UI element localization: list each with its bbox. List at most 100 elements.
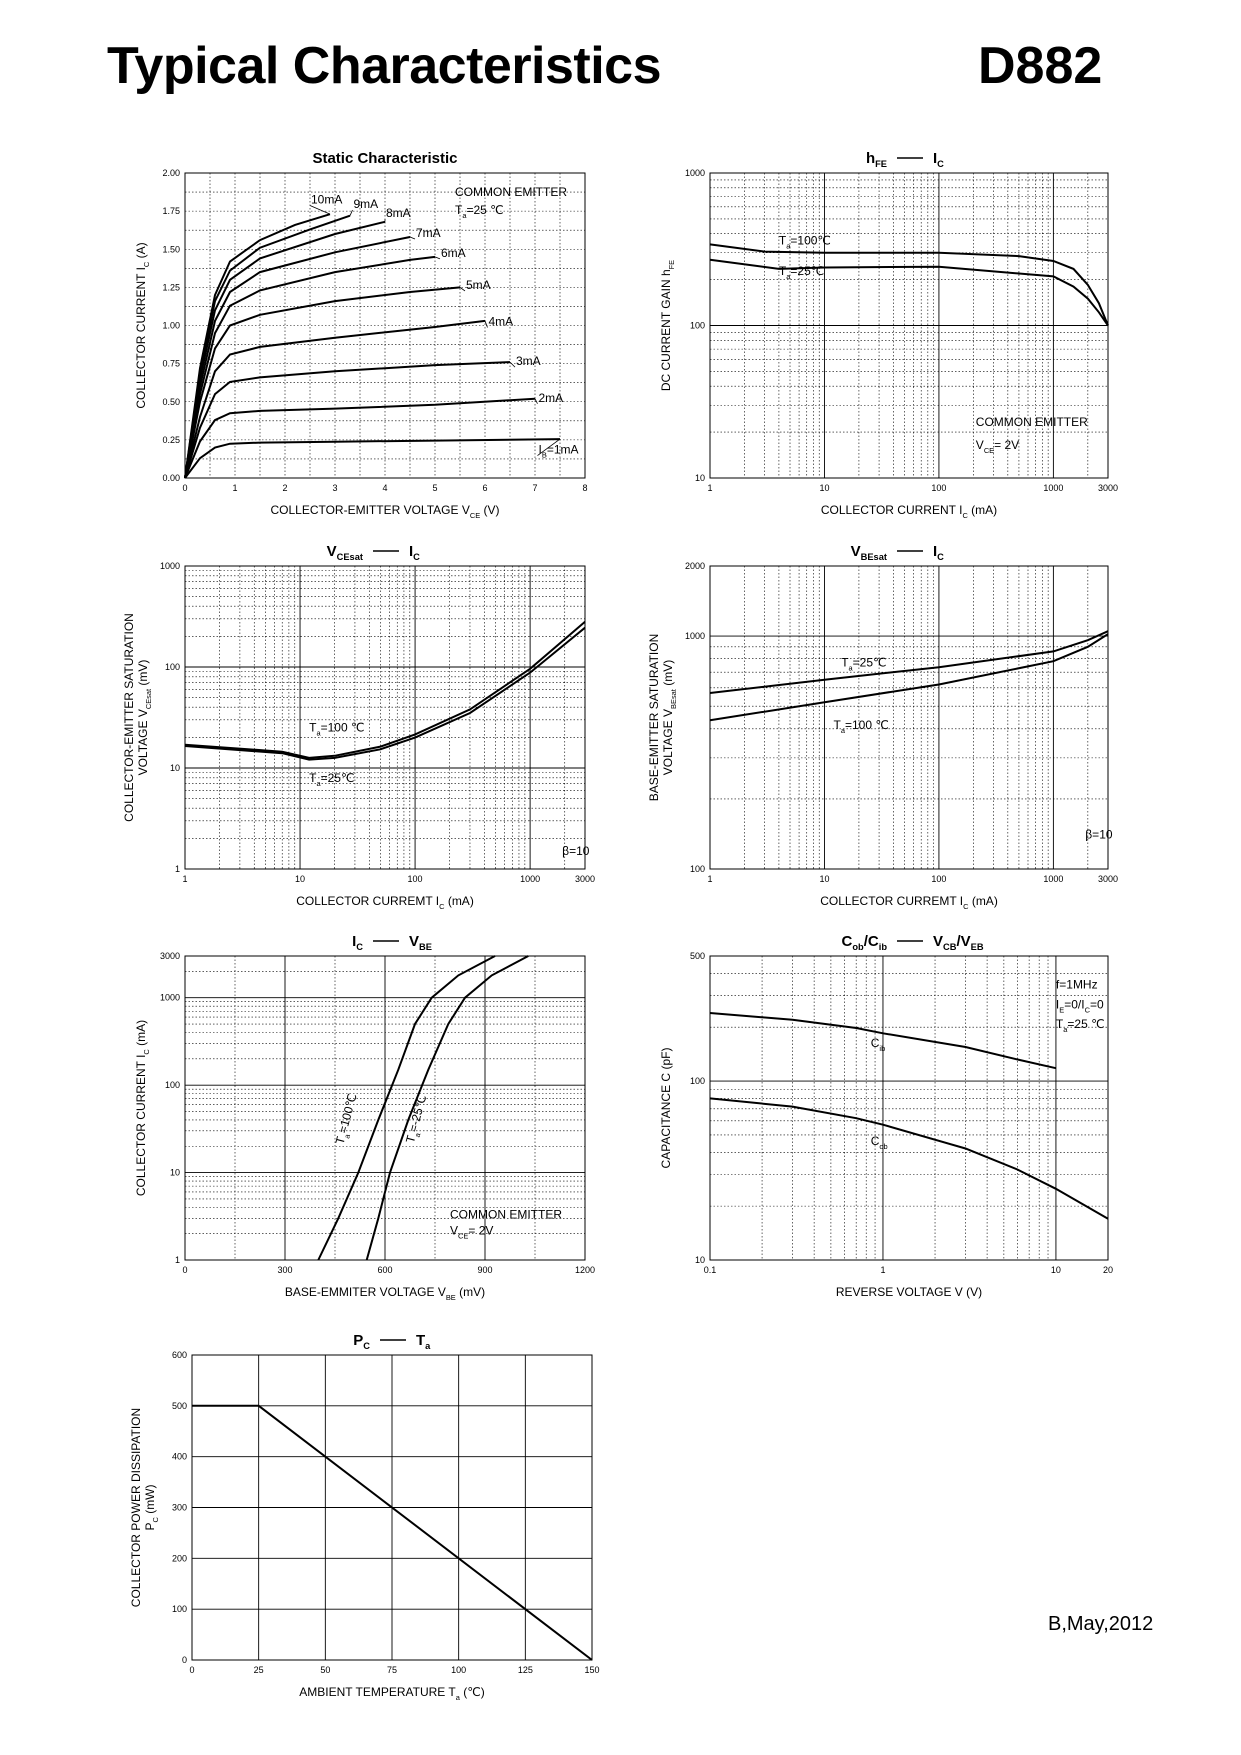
cap-y-axis-label: CAPACITANCE C (pF): [659, 1048, 673, 1169]
pc-x-tick-label: 100: [451, 1665, 466, 1675]
vcesat-x-tick-label: 10: [295, 874, 305, 884]
vbesat-title-rhs: IC​: [933, 543, 944, 562]
cap-x-axis-label: REVERSE VOLTAGE V (V): [836, 1285, 982, 1299]
hfe-annotation-2: Ta​=100℃: [779, 233, 831, 250]
icvbe-x-tick-label: 1200: [575, 1265, 595, 1275]
hfe-y-axis-label: DC CURRENT GAIN hFE​: [659, 260, 676, 391]
icvbe-y-tick-label: 1000: [160, 993, 180, 1003]
chart-icvbe: 0 300 600 900 1200 1 10 100 1000 3000 IC​ VBE​ BASE-…: [134, 933, 595, 1302]
icvbe-y-axis-label: COLLECTOR CURRENT IC​ (mA): [134, 1020, 151, 1196]
vcesat-series-line-0: [184, 621, 586, 759]
static-annotation-0: COMMON EMITTER: [455, 185, 567, 199]
static-series-label-4: 5mA: [466, 278, 491, 292]
part-number: D882: [978, 37, 1103, 95]
static-y-tick-label: 1.75: [162, 206, 180, 216]
hfe-x-tick-label: 3000: [1098, 483, 1118, 493]
static-series-leader-6: [409, 236, 416, 240]
static-title: Static Characteristic: [312, 150, 457, 167]
hfe-x-tick-label: 1: [707, 483, 712, 493]
vcesat-x-axis-label: COLLECTOR CURREMT IC​ (mA): [296, 894, 474, 911]
hfe-title-rhs: IC​: [933, 150, 944, 169]
vbesat-x-axis-label: COLLECTOR CURREMT IC​ (mA): [820, 894, 998, 911]
static-series-line-0: [184, 438, 561, 479]
cap-x-tick-label: 0.1: [704, 1265, 717, 1275]
vbesat-annotation-2: Ta​=100 ℃: [834, 718, 889, 735]
pc-plot-frame: [191, 1354, 593, 1661]
icvbe-x-tick-label: 300: [277, 1265, 292, 1275]
pc-title-lhs: PC​: [353, 1332, 370, 1351]
static-y-axis-label: COLLECTOR CURRENT IC​ (A): [134, 242, 151, 408]
vbesat-annotation-0: β=10: [1085, 828, 1113, 842]
cap-grid: [710, 956, 1108, 1260]
icvbe-annotation-0: COMMON EMITTER: [450, 1207, 562, 1221]
vbesat-y-axis-label: BASE-EMITTER SATURATION: [647, 634, 661, 802]
static-x-tick-label: 8: [582, 483, 587, 493]
pc-x-tick-label: 25: [254, 1665, 264, 1675]
revision-date: B,May,2012: [1048, 1613, 1154, 1635]
static-y-tick-label: 0.25: [162, 435, 180, 445]
static-series-label-3: 4mA: [489, 315, 514, 329]
pc-y-tick-label: 600: [172, 1350, 187, 1360]
hfe-annotation-3: Ta​=25℃: [779, 264, 824, 281]
static-x-tick-label: 3: [332, 483, 337, 493]
static-y-tick-label: 0.75: [162, 359, 180, 369]
static-series-label-7: 8mA: [386, 206, 411, 220]
static-x-tick-label: 2: [282, 483, 287, 493]
cap-annotation-4: Cob​: [871, 1134, 888, 1151]
chart-vbesat: 1 10 100 1000 3000 100 1000 2000 VBEsat​ IC​ COLLE…: [647, 543, 1118, 911]
hfe-x-tick-label: 10: [819, 483, 829, 493]
static-y-tick-label: 1.00: [162, 321, 180, 331]
hfe-y-tick-label: 10: [695, 473, 705, 483]
static-series-line-3: [184, 319, 486, 479]
icvbe-x-tick-label: 0: [182, 1265, 187, 1275]
pc-x-tick-label: 150: [584, 1665, 599, 1675]
pc-y-tick-label: 400: [172, 1452, 187, 1462]
vcesat-plot-frame: [184, 565, 586, 870]
vcesat-annotation-0: β=10: [562, 844, 590, 858]
icvbe-y-tick-label: 1: [175, 1255, 180, 1265]
hfe-grid: [710, 173, 1108, 478]
pc-series-line-0: [192, 1404, 593, 1661]
pc-y-axis-label: COLLECTOR POWER DISSIPATION: [129, 1408, 143, 1607]
hfe-annotation-0: COMMON EMITTER: [976, 415, 1088, 429]
icvbe-annotation-1: VCE​= 2V: [450, 1224, 493, 1241]
static-series-label-5: 6mA: [441, 246, 466, 260]
static-series-leader-4: [459, 287, 466, 292]
hfe-x-axis-label: COLLECTOR CURRENT IC​ (mA): [821, 503, 997, 520]
vcesat-y-tick-label: 1000: [160, 561, 180, 571]
cap-y-tick-label: 500: [690, 951, 705, 961]
vcesat-x-tick-label: 3000: [575, 874, 595, 884]
vcesat-series-line-1: [184, 626, 586, 761]
vcesat-y-tick-label: 100: [165, 662, 180, 672]
chart-cap: 0.1 1 10 20 10 100 500 Cob​/Cib​ VCB​/VEB​ REVERS…: [659, 933, 1113, 1299]
icvbe-y-tick-label: 100: [165, 1080, 180, 1090]
cap-x-tick-label: 1: [880, 1265, 885, 1275]
static-series-label-1: 2mA: [539, 391, 564, 405]
static-y-tick-label: 0.50: [162, 397, 180, 407]
vbesat-y-axis-label-2: VOLTAGE VBEsat​ (mV): [661, 660, 678, 775]
icvbe-title-lhs: IC​: [352, 933, 363, 952]
hfe-title-lhs: hFE​: [866, 150, 887, 169]
icvbe-x-tick-label: 900: [477, 1265, 492, 1275]
static-x-axis-label: COLLECTOR-EMITTER VOLTAGE VCE​ (V): [270, 503, 499, 520]
page-title: Typical Characteristics: [107, 37, 662, 95]
cap-title-lhs: Cob​/Cib​: [842, 933, 888, 952]
static-annotation-1: Ta​=25 ℃: [455, 203, 504, 220]
vcesat-x-tick-label: 100: [408, 874, 423, 884]
icvbe-title-rhs: VBE​: [409, 933, 432, 952]
icvbe-grid: [185, 956, 585, 1260]
hfe-y-tick-label: 1000: [685, 168, 705, 178]
static-series-line-5: [184, 255, 436, 479]
vcesat-y-axis-label-2: VOLTAGE VCEsat​ (mV): [136, 660, 153, 776]
vcesat-y-tick-label: 1: [175, 864, 180, 874]
vbesat-annotation-1: Ta​=25℃: [841, 656, 886, 673]
cap-title-rhs: VCB​/VEB​: [933, 933, 984, 952]
pc-x-tick-label: 0: [189, 1665, 194, 1675]
hfe-x-tick-label: 1000: [1043, 483, 1063, 493]
pc-y-tick-label: 500: [172, 1401, 187, 1411]
static-series-line-4: [184, 286, 461, 479]
cap-series-line-1: [709, 1097, 1109, 1220]
cap-y-tick-label: 100: [690, 1076, 705, 1086]
chart-static: 0 1 2 3 4 5 6 7 8 0.00 0.25 0.50 0.75 1.00 1.25 1.50 1.7…: [134, 150, 588, 520]
static-y-tick-label: 1.50: [162, 244, 180, 254]
